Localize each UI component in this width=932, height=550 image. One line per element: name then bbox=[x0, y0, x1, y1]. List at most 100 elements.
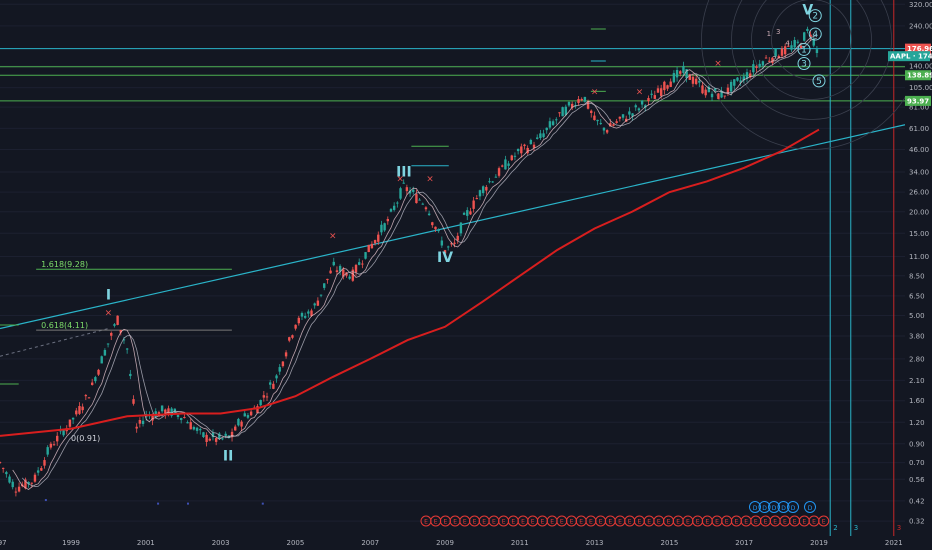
candle-body bbox=[768, 60, 771, 62]
candle-body bbox=[551, 121, 555, 126]
time-tick-label: 2003 bbox=[212, 539, 230, 547]
earnings-marker-label: E bbox=[473, 519, 477, 526]
fibonacci-lines[interactable]: 1.618(9.28) 0.618(4.11) 0(0.91) bbox=[0, 28, 606, 443]
candle-body bbox=[536, 137, 539, 139]
candle-body bbox=[408, 190, 412, 194]
earnings-marker-label: E bbox=[744, 519, 748, 526]
candle-body bbox=[539, 133, 542, 138]
earnings-marker-label: E bbox=[492, 519, 496, 526]
earnings-marker-label: E bbox=[735, 519, 739, 526]
candle-body bbox=[421, 203, 424, 205]
trendline[interactable] bbox=[0, 124, 906, 330]
candle-body bbox=[122, 339, 126, 341]
split-marker[interactable] bbox=[186, 502, 189, 505]
candle-body bbox=[488, 181, 491, 183]
time-tick-label: 997 bbox=[0, 539, 7, 547]
split-marker[interactable] bbox=[44, 499, 47, 502]
price-tick-label: 81.00 bbox=[909, 104, 929, 112]
candle-body bbox=[33, 474, 37, 482]
price-badge[interactable] bbox=[905, 43, 931, 54]
earnings-marker[interactable] bbox=[818, 515, 830, 527]
candle-body bbox=[132, 399, 135, 404]
earnings-marker-label: E bbox=[647, 519, 651, 526]
earnings-marker-label: E bbox=[599, 519, 603, 526]
price-tick-label: 26.00 bbox=[909, 189, 929, 197]
time-tick-label: 2011 bbox=[511, 539, 529, 547]
x-mark: × bbox=[714, 59, 722, 69]
wave-label: IV bbox=[437, 250, 453, 266]
price-tick-label: 240.00 bbox=[909, 22, 932, 30]
wave-label: I bbox=[106, 287, 111, 303]
candle-body bbox=[211, 432, 215, 438]
candle-body bbox=[313, 303, 316, 306]
dividend-marker[interactable] bbox=[787, 501, 799, 513]
candle-body bbox=[450, 243, 453, 245]
candle-body bbox=[160, 405, 164, 412]
price-tick-label: 15.00 bbox=[909, 230, 929, 238]
candle-body bbox=[726, 87, 730, 94]
dividend-marker[interactable] bbox=[768, 501, 780, 513]
time-tick-label: 2009 bbox=[436, 539, 454, 547]
candle-body bbox=[377, 234, 380, 242]
candle-body bbox=[583, 96, 587, 102]
candle-body bbox=[771, 57, 774, 63]
price-badge[interactable] bbox=[888, 51, 930, 62]
price-badge[interactable] bbox=[905, 95, 931, 106]
candle-body bbox=[796, 41, 800, 43]
wave-circle bbox=[808, 9, 822, 23]
time-tick-label: 2001 bbox=[137, 539, 155, 547]
candle-body bbox=[30, 482, 33, 484]
trendlines[interactable] bbox=[0, 124, 906, 357]
candle-body bbox=[199, 429, 202, 431]
time-tick-label: 2021 bbox=[885, 539, 903, 547]
price-badge[interactable] bbox=[905, 70, 931, 81]
candle-body bbox=[68, 419, 72, 427]
earnings-marker-label: E bbox=[608, 519, 612, 526]
candle-body bbox=[167, 408, 170, 415]
vertical-lines[interactable]: 2 3 3 bbox=[829, 0, 901, 540]
split-marker[interactable] bbox=[261, 502, 264, 505]
split-marker[interactable] bbox=[157, 502, 160, 505]
fib-arc bbox=[731, 0, 892, 120]
dividend-marker[interactable] bbox=[777, 501, 790, 513]
price-axis[interactable]: 320.00240.00140.00105.0081.0061.0046.003… bbox=[888, 0, 932, 540]
candle-body bbox=[615, 121, 618, 123]
price-badge-label: AAPL · 174.62 bbox=[890, 53, 932, 61]
time-tick-label: 1999 bbox=[62, 539, 80, 547]
candle-body bbox=[516, 148, 520, 152]
time-axis-bg bbox=[0, 536, 932, 550]
candle-body bbox=[478, 190, 482, 197]
earnings-marker-label: E bbox=[686, 519, 690, 526]
dividend-marker[interactable] bbox=[804, 501, 816, 513]
candle-body bbox=[567, 101, 571, 106]
candle-body bbox=[284, 352, 288, 357]
candle-body bbox=[510, 155, 513, 161]
candle-body bbox=[812, 38, 815, 46]
dividend-marker[interactable] bbox=[758, 501, 771, 513]
candle-body bbox=[755, 66, 758, 68]
chart-grid bbox=[0, 3, 905, 522]
candle-body bbox=[418, 199, 421, 201]
candle-body bbox=[777, 55, 780, 59]
candle-body bbox=[11, 481, 14, 488]
price-tick-label: 0.70 bbox=[909, 459, 925, 467]
dividend-marker[interactable] bbox=[749, 501, 761, 513]
event-markers[interactable]: D D D D D DE E E E E E E E E E E E E E E E E E E E E E E E E E E E E E E E E E… bbox=[44, 499, 830, 527]
earnings-marker-label: E bbox=[696, 519, 700, 526]
candle-body bbox=[246, 415, 250, 418]
candle-body bbox=[504, 159, 507, 170]
earnings-marker-label: E bbox=[560, 519, 564, 526]
candle-body bbox=[138, 420, 142, 424]
x-mark: × bbox=[636, 87, 644, 97]
candle-body bbox=[186, 422, 189, 424]
vertical-line-label: 2 bbox=[833, 524, 837, 532]
price-tick-label: 0.56 bbox=[909, 476, 925, 484]
candle-body bbox=[783, 46, 787, 55]
dashed-line[interactable] bbox=[0, 328, 109, 357]
time-axis[interactable]: 997 1999 2001 2003 2005 2007 2009 2011 2013 2015 2… bbox=[0, 536, 932, 550]
candle-body bbox=[815, 49, 819, 54]
candle-body bbox=[14, 491, 18, 493]
vertical-line-label: 3 bbox=[854, 524, 858, 532]
